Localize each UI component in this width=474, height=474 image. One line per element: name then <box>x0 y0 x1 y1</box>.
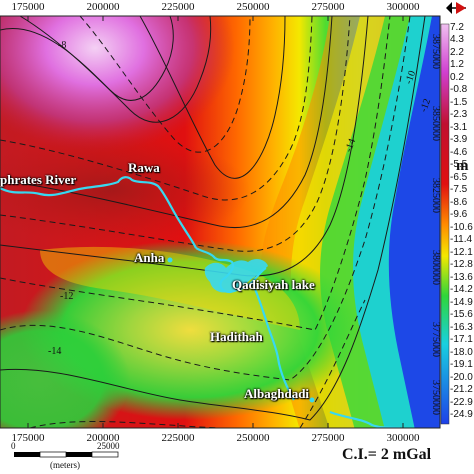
x-axis-bottom-label: 300000 <box>386 432 420 444</box>
x-axis-bottom-label: 175000 <box>11 432 45 444</box>
legend-value: -17.1 <box>450 334 473 345</box>
scale-bar-label: 0 <box>11 441 16 451</box>
southwest-green-zone <box>0 310 130 428</box>
legend-value: -9.6 <box>450 209 468 220</box>
north-arrow-icon <box>446 2 466 14</box>
legend-value: 7.2 <box>450 22 464 33</box>
legend-value: -11.4 <box>450 234 473 245</box>
legend-value: -14.9 <box>450 297 473 308</box>
map-frame <box>0 15 441 429</box>
albaghdadi-label: Albaghdadi <box>244 386 310 401</box>
x-axis-bottom-label: 275000 <box>311 432 345 444</box>
y-axis-label: 3825000 <box>430 178 441 213</box>
contour-value-label: -14 <box>48 346 62 357</box>
y-axis-label: 3775000 <box>430 322 441 357</box>
x-axis-bottom-label: 200000 <box>86 432 120 444</box>
x-axis-top-label: 200000 <box>86 1 120 13</box>
legend-value: 0.2 <box>450 72 464 83</box>
legend-value: -12.8 <box>450 259 473 270</box>
contour-value-label: -8 <box>58 40 67 51</box>
legend-value: -18.0 <box>450 347 473 358</box>
legend-value: -14.2 <box>450 284 473 295</box>
axis-ticks <box>27 16 404 428</box>
legend-value: -20.0 <box>450 372 473 383</box>
x-axis-top-label: 300000 <box>386 1 420 13</box>
legend-value: -22.9 <box>450 397 473 408</box>
legend-value: -3.1 <box>450 122 468 133</box>
albaghdadi-marker <box>309 397 315 403</box>
rawa-label: Rawa <box>128 160 160 175</box>
color-legend-bar <box>440 23 450 425</box>
qadisiyah-lake <box>204 259 268 293</box>
x-axis-top-label: 275000 <box>311 1 345 13</box>
legend-value: -2.3 <box>450 109 468 120</box>
legend-value: -21.2 <box>450 384 473 395</box>
y-axis-label: 3875000 <box>430 34 441 69</box>
legend-value: 2.2 <box>450 47 464 58</box>
blue-band <box>388 16 440 428</box>
legend-value: -12.1 <box>450 247 473 258</box>
legend-value: -3.9 <box>450 134 468 145</box>
contour-interval-note: C.I.= 2 mGal <box>342 446 432 463</box>
legend-value: -8.6 <box>450 197 468 208</box>
dark-red-zone <box>0 135 250 245</box>
x-axis-top-label: 225000 <box>161 1 195 13</box>
hadithah-label: Hadithah <box>210 329 263 344</box>
magenta-high-anomaly <box>0 16 235 153</box>
scale-bar <box>14 451 119 458</box>
legend-value: -16.3 <box>450 322 473 333</box>
x-axis-top-label: 175000 <box>11 1 45 13</box>
x-axis-bottom-label: 250000 <box>236 432 270 444</box>
legend-value: -13.6 <box>450 272 473 283</box>
legend-value: -19.1 <box>450 359 473 370</box>
legend-value: -5.5 <box>450 159 468 170</box>
contour-value-label: -12 <box>60 291 74 302</box>
anha-marker <box>167 257 173 263</box>
legend-value: -10.6 <box>450 222 473 233</box>
legend-value: -4.6 <box>450 147 468 158</box>
legend-value: 1.2 <box>450 59 464 70</box>
legend-value: -24.9 <box>450 409 473 420</box>
legend-value: -6.5 <box>450 172 468 183</box>
scale-bar-label: 25000 <box>97 441 120 451</box>
qadisiyah-lake-label: Qadisiyah lake <box>232 277 315 292</box>
y-axis-label: 3800000 <box>430 250 441 285</box>
scale-bar-unit: (meters) <box>50 460 80 470</box>
legend-value: -0.8 <box>450 84 468 95</box>
legend-value: 4.3 <box>450 34 464 45</box>
x-axis-top-label: 250000 <box>236 1 270 13</box>
legend-value: -1.5 <box>450 97 468 108</box>
euphrates-river-label: phrates River <box>0 172 77 187</box>
unit-label: m <box>456 158 469 174</box>
x-axis-bottom-label: 225000 <box>161 432 195 444</box>
legend-value: -7.5 <box>450 184 468 195</box>
y-axis-label: 3850000 <box>430 106 441 141</box>
contour-lines <box>0 16 426 428</box>
y-axis-label: 3750000 <box>430 380 441 415</box>
legend-value: -15.6 <box>450 309 473 320</box>
anha-label: Anha <box>134 250 165 265</box>
